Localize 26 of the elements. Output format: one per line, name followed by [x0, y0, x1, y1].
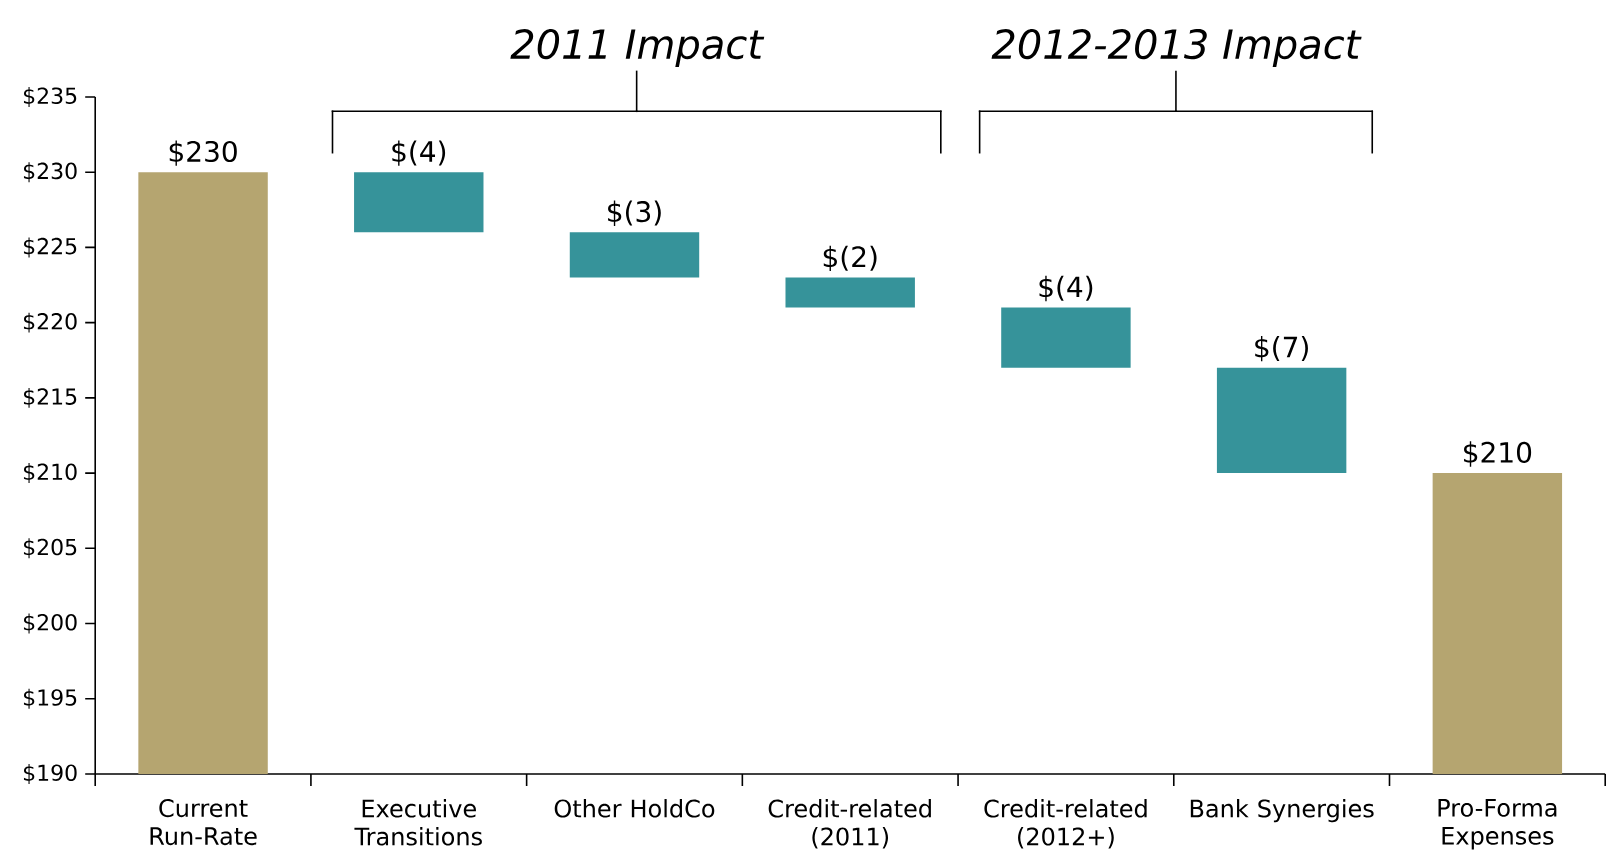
x-tick-label: Current Run-Rate	[150, 799, 257, 846]
y-tick-label: $205	[23, 538, 77, 559]
y-tick-label: $215	[23, 387, 77, 408]
y-tick-label: $225	[23, 237, 77, 258]
data-label: $(4)	[1039, 275, 1093, 302]
x-tick-label: Bank Synergies	[1190, 799, 1374, 823]
x-tick-label: Credit-related (2011)	[768, 799, 931, 849]
x-tick-label: Pro-Forma Expenses	[1438, 799, 1557, 850]
data-label: $210	[1464, 441, 1532, 467]
text: 2011 Impact	[510, 29, 765, 67]
y-tick-label: $220	[23, 312, 77, 333]
x-tick-label: Executive Transitions	[354, 799, 482, 846]
y-tick-label: $200	[23, 613, 77, 634]
x-tick-label: Other HoldCo	[554, 799, 715, 818]
data-label: $(2)	[823, 245, 877, 272]
data-label: $230	[169, 140, 237, 166]
x-tick-label: Credit-related (2012+)	[984, 799, 1147, 849]
y-tick-label: $190	[23, 763, 77, 784]
text: 2012-2013 Impact	[991, 29, 1362, 67]
y-tick-label: $230	[23, 162, 77, 183]
y-tick-label: $210	[23, 463, 77, 484]
y-tick-label: $195	[23, 688, 77, 709]
y-tick-label: $235	[23, 86, 77, 107]
data-label: $(4)	[392, 140, 446, 166]
data-label: $(7)	[1255, 335, 1308, 362]
data-label: $(3)	[608, 200, 661, 226]
